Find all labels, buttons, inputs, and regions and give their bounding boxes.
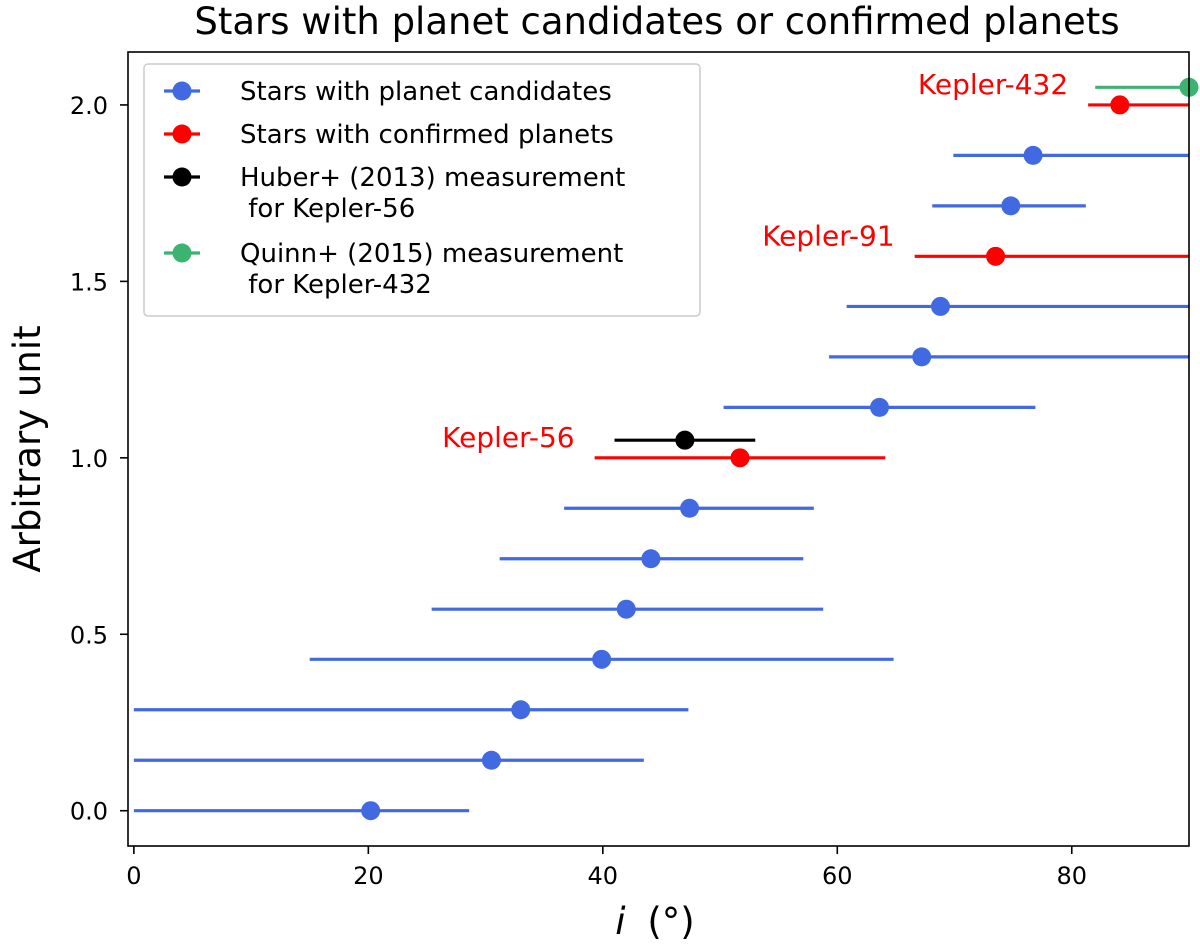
legend-label-line: Stars with planet candidates xyxy=(240,77,612,107)
y-tick-label: 0.5 xyxy=(70,621,108,649)
legend-marker xyxy=(172,124,192,144)
x-axis-label: i (°) xyxy=(615,900,694,943)
y-tick-label: 0.0 xyxy=(70,798,108,826)
data-point xyxy=(481,750,501,770)
data-point xyxy=(930,296,950,316)
legend-label-line: for Kepler-56 xyxy=(240,194,415,224)
x-tick-label: 0 xyxy=(126,862,141,890)
point-label: Kepler-56 xyxy=(442,421,574,454)
legend-marker xyxy=(172,81,192,101)
data-point xyxy=(592,649,612,669)
series-layer xyxy=(133,77,1199,821)
legend-marker xyxy=(172,243,192,263)
data-point xyxy=(986,246,1006,266)
data-point xyxy=(1023,145,1043,165)
chart-title: Stars with planet candidates or confirme… xyxy=(194,0,1119,43)
data-point xyxy=(361,801,381,821)
legend-marker xyxy=(172,167,192,187)
legend-label: Huber+ (2013) measurement for Kepler-56 xyxy=(240,163,625,224)
data-point xyxy=(730,448,750,468)
y-tick-label: 1.0 xyxy=(70,445,108,473)
point-label: Kepler-91 xyxy=(762,219,894,252)
x-tick-label: 60 xyxy=(822,862,853,890)
legend-label-line: for Kepler-432 xyxy=(240,270,432,300)
data-point xyxy=(511,700,531,720)
data-point xyxy=(616,599,636,619)
data-point xyxy=(912,347,932,367)
legend-label: Stars with confirmed planets xyxy=(240,120,614,150)
y-tick-label: 1.5 xyxy=(70,268,108,296)
x-axis-label-unit: (°) xyxy=(647,900,694,943)
x-tick-label: 20 xyxy=(353,862,384,890)
axis-layer: 0 20 40 60 80 0.0 0.5 1.0 1.5 2.0 xyxy=(70,92,1087,890)
legend: Stars with planet candidates Stars with c… xyxy=(143,63,701,317)
legend-label-line: Huber+ (2013) measurement xyxy=(240,163,625,193)
data-point xyxy=(680,498,700,518)
legend-label-line: Quinn+ (2015) measurement xyxy=(240,239,623,269)
data-point xyxy=(869,397,889,417)
x-tick-label: 40 xyxy=(588,862,619,890)
legend-label-line: Stars with confirmed planets xyxy=(240,120,614,150)
data-point xyxy=(675,430,695,450)
data-point xyxy=(1001,196,1021,216)
point-label: Kepler-432 xyxy=(918,68,1068,101)
y-axis-label: Arbitrary unit xyxy=(6,325,49,572)
data-point xyxy=(1110,95,1130,115)
legend-label: Stars with planet candidates xyxy=(240,77,612,107)
data-point xyxy=(641,549,661,569)
x-tick-label: 80 xyxy=(1056,862,1087,890)
plot-frame xyxy=(127,51,1190,847)
legend-items: Stars with planet candidates Stars with c… xyxy=(164,77,625,300)
legend-label: Quinn+ (2015) measurement for Kepler-432 xyxy=(240,239,623,300)
annotation-layer: Kepler-56 Kepler-91 Kepler-432 xyxy=(442,68,1068,454)
legend-box xyxy=(143,63,701,317)
y-tick-label: 2.0 xyxy=(70,92,108,120)
x-axis-label-symbol: i xyxy=(615,900,626,943)
